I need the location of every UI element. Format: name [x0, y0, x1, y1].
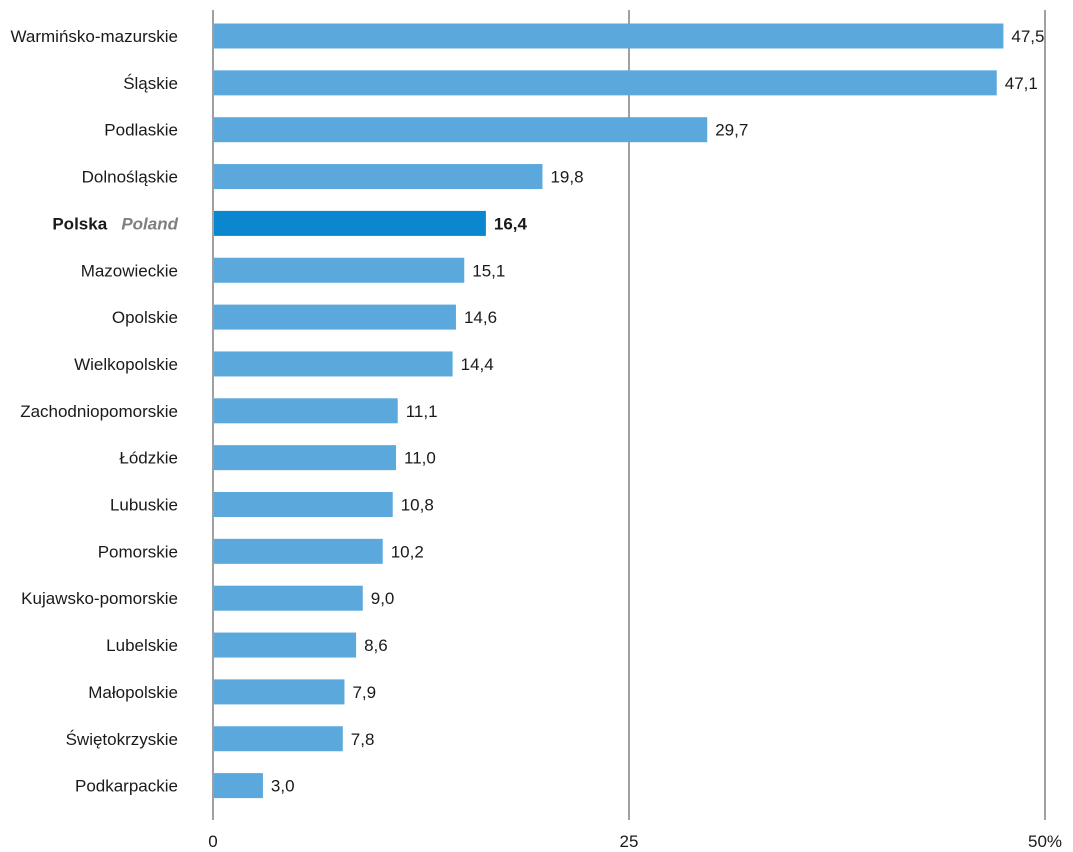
- bar: [214, 445, 397, 471]
- value-label: 10,2: [391, 542, 424, 561]
- value-label: 29,7: [715, 121, 748, 140]
- bar: [214, 117, 708, 143]
- category-label: Kujawsko-pomorskie: [21, 589, 178, 608]
- category-label: Łódzkie: [119, 449, 178, 468]
- category-label: Podlaskie: [104, 121, 178, 140]
- bar: [214, 773, 263, 799]
- x-tick-label: 50%: [1028, 832, 1062, 851]
- bar: [214, 70, 997, 96]
- bar: [214, 585, 363, 611]
- category-label: Małopolskie: [88, 683, 178, 702]
- value-label: 19,8: [550, 168, 583, 187]
- category-label: Podkarpackie: [75, 777, 178, 796]
- value-label: 3,0: [271, 777, 295, 796]
- value-label: 7,8: [351, 730, 375, 749]
- category-label: Dolnośląskie: [82, 168, 178, 187]
- category-label: Zachodniopomorskie: [20, 402, 178, 421]
- bar: [214, 351, 453, 377]
- value-label: 14,4: [461, 355, 494, 374]
- category-label: Wielkopolskie: [74, 355, 178, 374]
- value-label: 10,8: [401, 496, 434, 515]
- category-label: Śląskie: [123, 74, 178, 93]
- bar: [214, 398, 398, 424]
- category-label: Pomorskie: [98, 542, 178, 561]
- category-label: Mazowieckie: [81, 261, 178, 280]
- x-tick-label: 25: [620, 832, 639, 851]
- category-label: Warmińsko-mazurskie: [10, 27, 178, 46]
- value-label: 8,6: [364, 636, 388, 655]
- category-label: Opolskie: [112, 308, 178, 327]
- bar: [214, 538, 383, 564]
- value-label: 11,0: [404, 449, 436, 468]
- value-label: 9,0: [371, 589, 395, 608]
- bar-highlight: [214, 210, 486, 236]
- bar: [214, 632, 357, 658]
- bar: [214, 726, 343, 752]
- category-label: Lubuskie: [110, 496, 178, 515]
- bar: [214, 679, 345, 705]
- bar: [214, 257, 465, 283]
- bar: [214, 164, 543, 190]
- bar: [214, 304, 456, 330]
- category-label-subtitle: Poland: [121, 214, 178, 233]
- category-label: Świętokrzyskie: [66, 730, 178, 749]
- value-label: 11,1: [406, 402, 438, 421]
- label-gap: [107, 214, 121, 233]
- category-label: Polska Poland: [52, 214, 178, 233]
- value-label: 14,6: [464, 308, 497, 327]
- value-label: 15,1: [472, 261, 505, 280]
- value-label: 7,9: [352, 683, 376, 702]
- bar: [214, 492, 393, 517]
- value-label: 47,1: [1005, 74, 1038, 93]
- value-label: 47,5: [1011, 27, 1044, 46]
- category-label: Lubelskie: [106, 636, 178, 655]
- x-tick-label: 0: [208, 832, 217, 851]
- category-label-main: Polska: [52, 214, 107, 233]
- value-label: 16,4: [494, 214, 528, 233]
- bar: [214, 23, 1004, 49]
